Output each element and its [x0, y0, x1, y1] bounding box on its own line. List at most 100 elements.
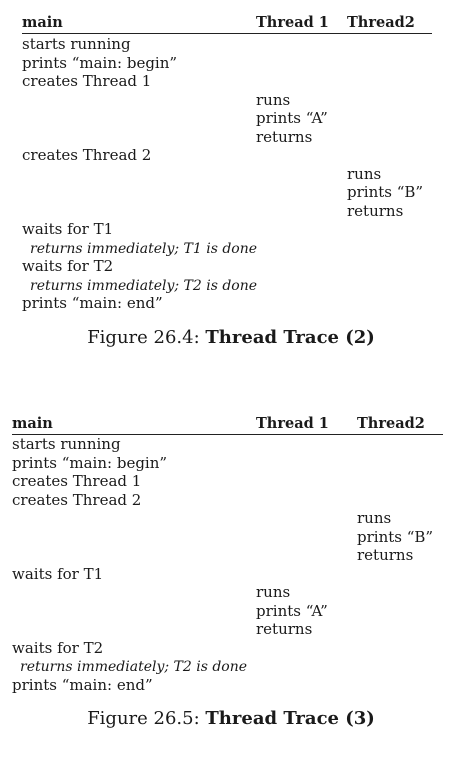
trace-step: prints “main: end”: [12, 675, 153, 694]
trace-step: creates Thread 1: [22, 72, 152, 90]
cell-thread-1: [256, 202, 347, 221]
trace-step: runs: [347, 164, 382, 183]
cell-thread-1: [256, 257, 347, 276]
trace-row: prints “A”: [12, 602, 443, 621]
trace-step: creates Thread 1: [12, 472, 142, 490]
trace-step: returns: [256, 620, 313, 638]
trace-row: returns: [12, 620, 443, 639]
cell-thread-1: [256, 220, 347, 239]
cell-main: waits for T2: [12, 639, 256, 658]
cell-main: creates Thread 2: [12, 491, 256, 510]
cell-thread-2: prints “B”: [357, 528, 433, 547]
cell-main: [22, 165, 256, 184]
cell-main: waits for T1: [12, 565, 256, 584]
cell-main: [12, 620, 256, 639]
trace-table-fig-26-5: main Thread 1 Thread2 starts running prin…: [12, 415, 443, 694]
cell-main: [12, 528, 256, 547]
trace-row: creates Thread 2: [22, 146, 432, 165]
trace-row: waits for T1: [22, 220, 432, 239]
trace-step: starts running: [12, 435, 121, 453]
cell-thread-1: [256, 72, 347, 91]
trace-step: returns: [357, 546, 414, 564]
trace-row: runs: [12, 509, 443, 528]
cell-main: [22, 109, 256, 128]
cell-thread-1: runs: [256, 583, 357, 602]
trace-step: prints “A”: [256, 601, 328, 620]
caption-label: Figure 26.5:: [87, 708, 206, 729]
header-thread-2: Thread2: [347, 14, 415, 31]
cell-thread-1: [256, 491, 357, 510]
cell-main: [22, 202, 256, 221]
cell-thread-1: [256, 472, 357, 491]
trace-row: runs: [12, 583, 443, 602]
trace-row: prints “main: end”: [22, 294, 432, 313]
cell-main: returns immediately; T1 is done: [22, 239, 258, 258]
cell-thread-1: runs: [256, 91, 347, 110]
cell-thread-2: runs: [347, 165, 381, 184]
trace-step: prints “B”: [347, 183, 424, 201]
trace-row: returns immediately; T2 is done: [12, 657, 443, 676]
cell-main: [12, 583, 256, 602]
cell-thread-2: prints “B”: [347, 183, 423, 202]
trace-row: prints “main: end”: [12, 676, 443, 695]
trace-step: waits for T2: [12, 638, 104, 657]
trace-step: runs: [256, 583, 291, 601]
trace-row: creates Thread 2: [12, 491, 443, 510]
trace-row: prints “A”: [22, 109, 432, 128]
header-thread-1: Thread 1: [256, 415, 329, 432]
trace-header: main Thread 1 Thread2: [22, 14, 432, 34]
cell-thread-1: [256, 54, 347, 73]
trace-row: runs: [22, 165, 432, 184]
trace-step: waits for T2: [22, 257, 114, 275]
cell-thread-1: [256, 454, 357, 473]
trace-header: main Thread 1 Thread2: [12, 415, 443, 435]
trace-row: creates Thread 1: [22, 72, 432, 91]
cell-thread-1: [256, 546, 357, 565]
caption-label: Figure 26.4:: [87, 327, 206, 348]
cell-thread-1: [256, 276, 347, 295]
cell-main: [22, 183, 256, 202]
cell-thread-1: [256, 239, 347, 258]
cell-main: prints “main: end”: [12, 676, 256, 695]
trace-row: returns immediately; T2 is done: [22, 276, 432, 295]
trace-note: returns immediately; T1 is done: [30, 240, 258, 257]
trace-row: prints “B”: [12, 528, 443, 547]
trace-row: starts running: [12, 435, 443, 454]
cell-thread-1: prints “A”: [256, 602, 357, 621]
cell-thread-1: [256, 565, 357, 584]
cell-thread-1: [256, 639, 357, 658]
cell-thread-1: [256, 528, 357, 547]
figure-caption-26-5: Figure 26.5: Thread Trace (3): [0, 708, 462, 729]
cell-main: creates Thread 1: [22, 72, 256, 91]
cell-thread-1: [256, 435, 357, 454]
cell-thread-1: returns: [256, 128, 347, 147]
cell-main: starts running: [22, 35, 256, 54]
cell-main: [22, 91, 256, 110]
trace-note: returns immediately; T2 is done: [30, 277, 258, 294]
trace-step: waits for T1: [12, 564, 104, 583]
trace-body: starts running prints “main: begin” create…: [12, 435, 443, 694]
cell-main: creates Thread 1: [12, 472, 256, 491]
header-thread-1: Thread 1: [256, 14, 329, 31]
cell-main: prints “main: begin”: [22, 54, 256, 73]
trace-body: starts running prints “main: begin” create…: [22, 34, 432, 313]
trace-row: waits for T1: [12, 565, 443, 584]
trace-row: waits for T2: [12, 639, 443, 658]
trace-row: returns immediately; T1 is done: [22, 239, 432, 258]
trace-step: returns: [256, 127, 313, 146]
trace-row: returns: [22, 128, 432, 147]
cell-thread-1: [256, 676, 357, 695]
cell-thread-1: [256, 657, 357, 676]
cell-main: waits for T2: [22, 257, 256, 276]
cell-main: [12, 509, 256, 528]
trace-row: runs: [22, 91, 432, 110]
trace-row: returns: [12, 546, 443, 565]
header-thread-2: Thread2: [357, 415, 425, 432]
cell-main: prints “main: begin”: [12, 454, 256, 473]
trace-step: prints “main: begin”: [12, 453, 168, 472]
trace-row: prints “main: begin”: [22, 54, 432, 73]
cell-main: [12, 546, 256, 565]
cell-main: waits for T1: [22, 220, 256, 239]
cell-main: starts running: [12, 435, 256, 454]
trace-step: starts running: [22, 35, 131, 53]
